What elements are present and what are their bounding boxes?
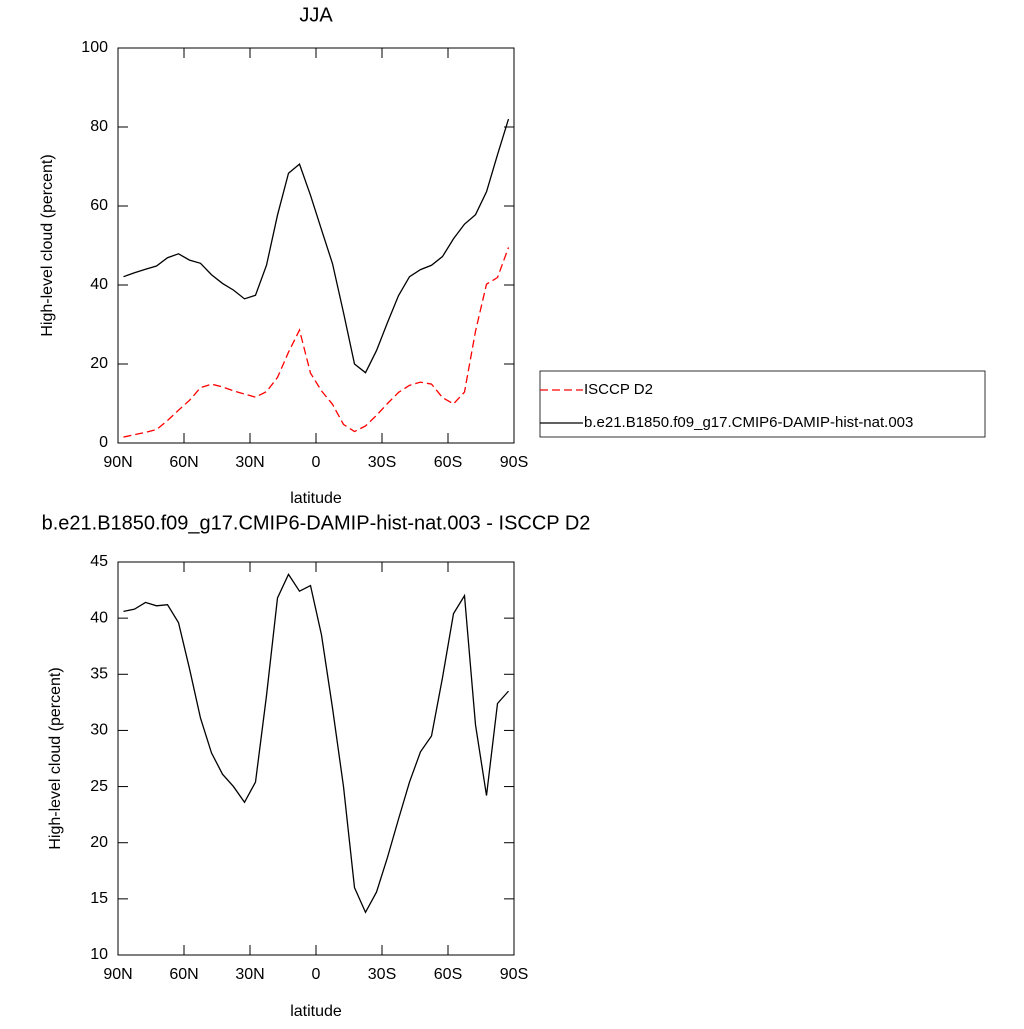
x-tick-label: 0 <box>312 966 321 983</box>
y-axis-label: High-level cloud (percent) <box>47 667 64 849</box>
x-tick-label: 60N <box>169 454 198 471</box>
x-tick-label: 60S <box>434 454 462 471</box>
x-tick-label: 30N <box>235 966 264 983</box>
y-tick-label: 40 <box>90 609 108 626</box>
legend-label: b.e21.B1850.f09_g17.CMIP6-DAMIP-hist-nat… <box>584 414 913 431</box>
y-tick-label: 20 <box>90 355 108 372</box>
y-tick-label: 15 <box>90 890 108 907</box>
y-tick-label: 30 <box>90 722 108 739</box>
y-tick-label: 0 <box>99 434 108 451</box>
x-tick-label: 90S <box>500 966 528 983</box>
y-axis-label: High-level cloud (percent) <box>39 154 56 336</box>
x-axis-label: latitude <box>290 1003 342 1020</box>
x-tick-label: 60S <box>434 966 462 983</box>
chart-title: JJA <box>299 4 333 26</box>
x-tick-label: 90N <box>103 966 132 983</box>
data-line <box>123 573 509 914</box>
x-tick-label: 30S <box>368 966 396 983</box>
y-tick-label: 20 <box>90 834 108 851</box>
data-line <box>123 247 510 438</box>
y-tick-label: 45 <box>90 553 108 570</box>
chart-panel: JJA latitude High-level cloud (percent) 0 20… <box>39 4 986 507</box>
legend-label: ISCCP D2 <box>584 381 653 398</box>
y-tick-label: 25 <box>90 778 108 795</box>
x-axis-label: latitude <box>290 490 342 507</box>
chart-panel: b.e21.B1850.f09_g17.CMIP6-DAMIP-hist-nat… <box>42 512 591 1020</box>
x-tick-label: 60N <box>169 966 198 983</box>
y-tick-label: 40 <box>90 276 108 293</box>
y-tick-label: 35 <box>90 666 108 683</box>
y-tick-label: 60 <box>90 197 108 214</box>
y-tick-label: 100 <box>81 39 108 56</box>
data-line <box>123 118 510 374</box>
x-tick-label: 90S <box>500 454 528 471</box>
legend: ISCCP D2 b.e21.B1850.f09_g17.CMIP6-DAMIP-… <box>539 370 986 438</box>
y-tick-label: 80 <box>90 118 108 135</box>
x-tick-label: 90N <box>103 454 132 471</box>
x-tick-label: 0 <box>312 454 321 471</box>
chart-title: b.e21.B1850.f09_g17.CMIP6-DAMIP-hist-nat… <box>42 512 591 534</box>
x-tick-label: 30S <box>368 454 396 471</box>
plot-frame <box>117 47 515 444</box>
legend-box <box>539 370 986 438</box>
y-tick-label: 10 <box>90 946 108 963</box>
x-tick-label: 30N <box>235 454 264 471</box>
